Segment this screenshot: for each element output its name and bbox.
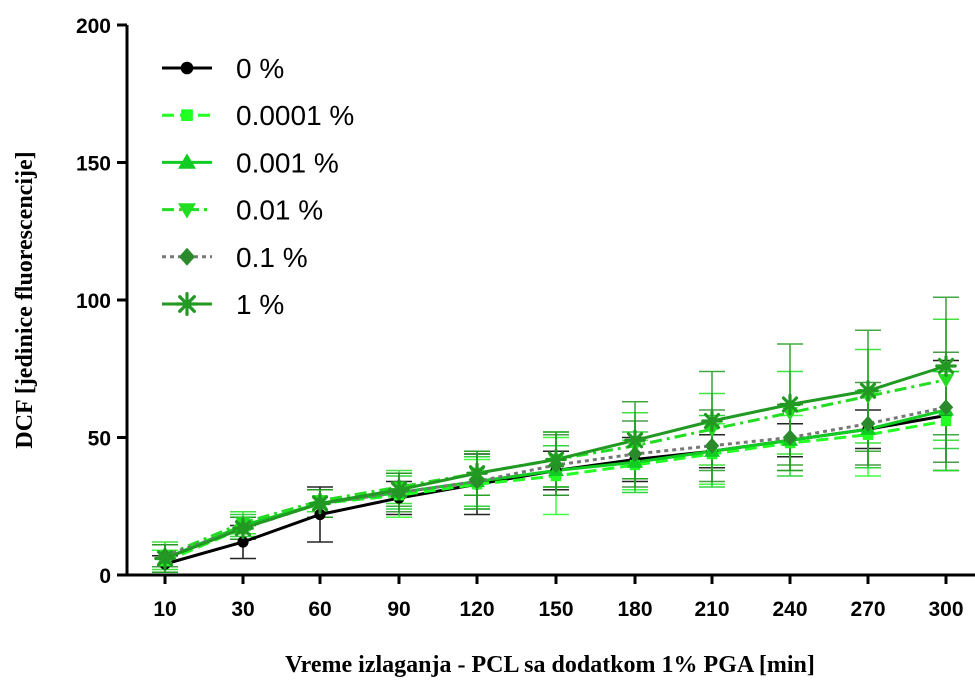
y-tick-label: 200 xyxy=(76,15,111,38)
data-point xyxy=(154,547,176,570)
data-point xyxy=(314,508,326,521)
data-point xyxy=(237,536,249,548)
data-point xyxy=(704,437,720,454)
x-tick-label: 180 xyxy=(617,598,652,621)
data-point xyxy=(624,429,646,452)
legend-label: 0.1 % xyxy=(236,242,308,273)
data-point xyxy=(779,393,801,416)
series-markers xyxy=(154,355,957,570)
legend-marker xyxy=(178,247,196,266)
y-tick-label: 50 xyxy=(88,428,111,451)
legend-marker xyxy=(178,153,196,169)
legend-marker xyxy=(175,292,199,316)
legend-label: 0 % xyxy=(236,53,284,84)
y-tick-label: 0 xyxy=(99,565,111,588)
data-point xyxy=(545,448,567,471)
data-point xyxy=(857,379,879,402)
y-axis-title: DCF [jedinice fluorescencije] xyxy=(12,151,38,448)
data-point xyxy=(940,415,952,427)
legend-label: 0.01 % xyxy=(236,195,323,226)
x-tick-label: 210 xyxy=(694,598,729,621)
legend-entry: 1 % xyxy=(162,289,284,320)
x-axis-title: Vreme izlaganja - PCL sa dodatkom 1% PGA… xyxy=(285,652,815,678)
legend-label: 0.001 % xyxy=(236,147,339,178)
x-tick-label: 10 xyxy=(153,598,176,621)
legend-entry: 0 % xyxy=(162,53,284,84)
data-point xyxy=(627,446,643,462)
legend-marker xyxy=(178,203,196,219)
data-point xyxy=(935,355,957,377)
legend-entry: 0.0001 % xyxy=(162,100,354,131)
data-point xyxy=(309,492,331,515)
data-point xyxy=(232,517,254,540)
legend-entry: 0.1 % xyxy=(162,242,308,273)
y-tick-label: 100 xyxy=(76,290,111,313)
data-point xyxy=(860,415,876,432)
x-tick-label: 120 xyxy=(459,598,494,621)
x-tick-label: 270 xyxy=(850,598,885,621)
data-point xyxy=(782,429,798,446)
legend-label: 1 % xyxy=(236,289,284,320)
x-tick-label: 240 xyxy=(772,598,807,621)
axes: 0 50 100 150 200 10 30 60 90 120 150 180 210 240 270 30… xyxy=(76,15,975,621)
legend-entry: 0.01 % xyxy=(162,195,323,226)
legend-entry: 0.001 % xyxy=(162,147,339,178)
x-tick-label: 300 xyxy=(928,598,963,621)
data-point xyxy=(938,399,954,416)
data-point xyxy=(938,374,954,388)
x-tick-label: 150 xyxy=(538,598,573,621)
data-point xyxy=(701,410,723,432)
data-point xyxy=(466,462,488,485)
x-tick-label: 60 xyxy=(308,598,331,621)
x-tick-label: 90 xyxy=(387,598,410,621)
x-tick-label: 30 xyxy=(231,598,254,621)
legend-marker xyxy=(181,109,193,122)
legend-marker xyxy=(180,61,194,75)
legend: 0 % 0.0001 % 0.001 % 0.01 % 0.1 % 1 % xyxy=(162,53,354,320)
data-point xyxy=(388,478,410,501)
y-tick-label: 150 xyxy=(76,153,111,176)
legend-label: 0.0001 % xyxy=(236,100,354,131)
